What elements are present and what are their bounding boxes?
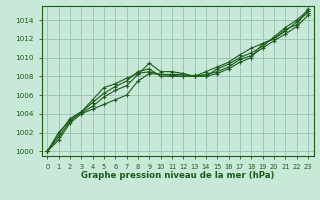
X-axis label: Graphe pression niveau de la mer (hPa): Graphe pression niveau de la mer (hPa) [81, 171, 274, 180]
